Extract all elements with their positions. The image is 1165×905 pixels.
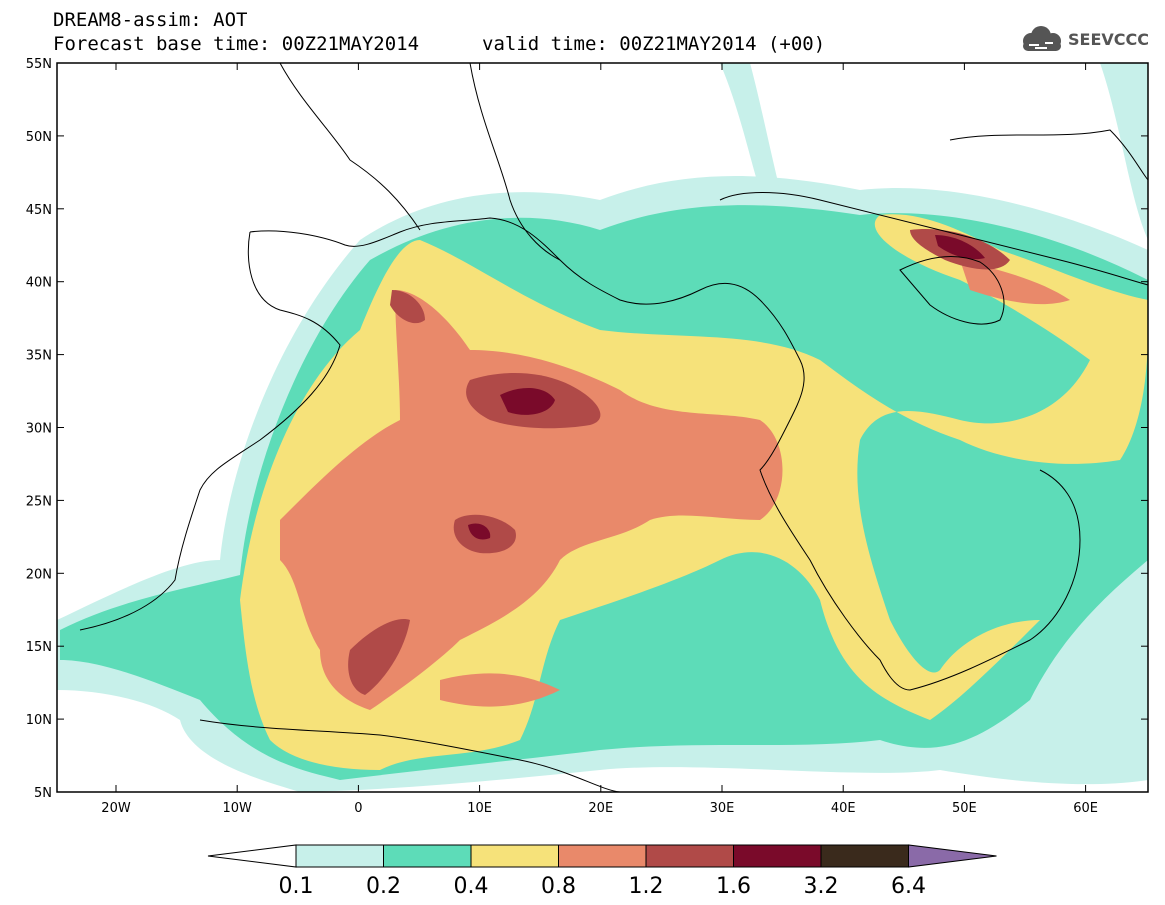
colorbar-label: 6.4 [891, 874, 926, 899]
valid-time: valid time: 00Z21MAY2014 (+00) [482, 33, 826, 55]
lat-label: 40N [26, 276, 52, 291]
colorbar-left-arrow [207, 844, 297, 868]
colorbar-label: 0.1 [279, 874, 314, 899]
colorbar-label: 0.8 [541, 874, 576, 899]
aot-band-1-6 [500, 388, 555, 415]
colorbar-box [383, 844, 472, 868]
colorbar-box [733, 844, 822, 868]
colorbar-box [295, 844, 384, 868]
coastlines [79, 63, 1148, 792]
colorbar-box [470, 844, 559, 868]
colorbar-label: 0.4 [454, 874, 489, 899]
lon-label: 40E [831, 801, 856, 816]
lon-label: 20E [588, 801, 613, 816]
colorbar-label: 1.2 [629, 874, 664, 899]
lat-label: 20N [26, 567, 52, 582]
lon-label: 0 [354, 801, 362, 816]
latitude-axis: 55N 50N 45N 40N 35N 30N 25N 20N 15N 10N 5N [26, 57, 1148, 801]
colorbar-box [558, 844, 647, 868]
lat-label: 45N [26, 203, 52, 218]
longitude-axis: 20W 10W 0 10E 20E 30E 40E 50E 60E [101, 63, 1098, 816]
lat-label: 55N [26, 57, 52, 72]
lat-label: 5N [34, 786, 52, 801]
lat-label: 30N [26, 422, 52, 437]
lat-label: 50N [26, 130, 52, 145]
colorbar-label: 3.2 [804, 874, 839, 899]
lon-label: 50E [952, 801, 977, 816]
lat-label: 25N [26, 494, 52, 509]
lon-label: 20W [101, 801, 131, 816]
map-title: DREAM8-assim: AOT [53, 9, 248, 31]
colorbar-box [645, 844, 734, 868]
colorbar-box [820, 844, 909, 868]
seevccc-logo [1023, 26, 1061, 51]
lat-label: 15N [26, 640, 52, 655]
lon-label: 30E [710, 801, 735, 816]
colorbar-label: 0.2 [366, 874, 401, 899]
lon-label: 10W [222, 801, 252, 816]
logo-text: SEEVCCC [1068, 30, 1149, 49]
lon-label: 60E [1073, 801, 1098, 816]
aot-shading [57, 63, 1148, 792]
lat-label: 10N [26, 713, 52, 728]
forecast-base-time: Forecast base time: 00Z21MAY2014 [53, 33, 420, 55]
lat-label: 35N [26, 349, 52, 364]
colorbar-right-arrow [908, 844, 997, 868]
colorbar-label: 1.6 [716, 874, 751, 899]
colorbar: 0.1 0.2 0.4 0.8 1.2 1.6 3.2 6.4 [207, 844, 997, 899]
lon-label: 10E [467, 801, 492, 816]
aot-band-0-8 [280, 290, 783, 710]
